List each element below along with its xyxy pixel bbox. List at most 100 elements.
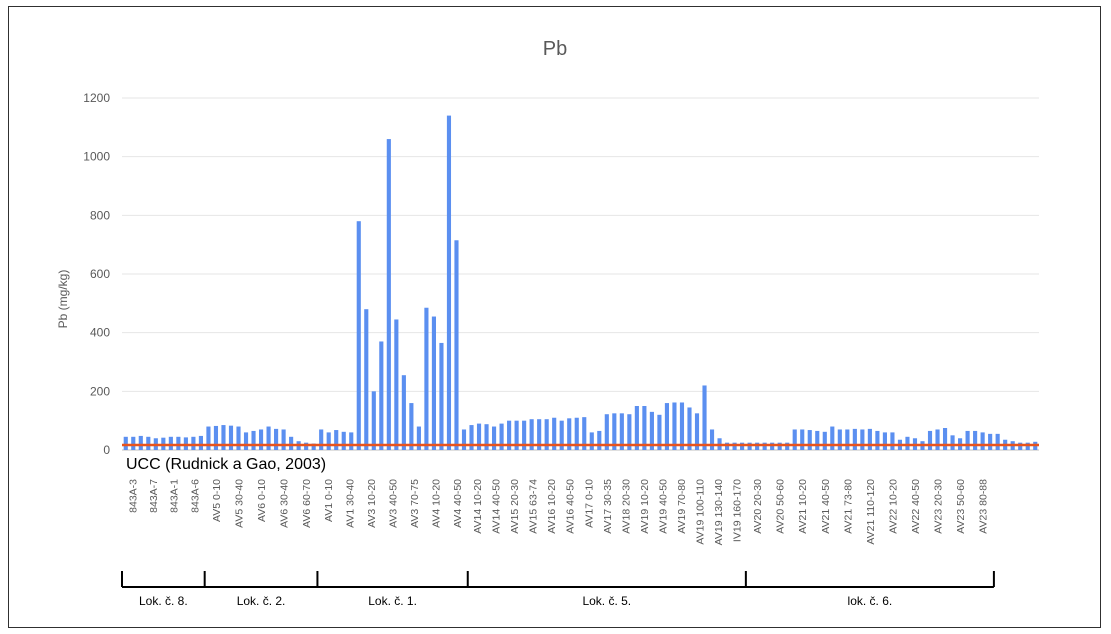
x-tick-label: AV1 0-10 [323, 479, 335, 522]
bar [627, 414, 632, 450]
bar [830, 426, 835, 450]
group-label: Lok. č. 2. [237, 594, 286, 608]
bar [988, 433, 993, 450]
bar [559, 420, 564, 450]
x-tick-label: AV4 40-50 [452, 479, 464, 528]
x-tick-label: AV19 40-50 [657, 479, 669, 534]
bar [191, 436, 196, 450]
bar [785, 442, 790, 450]
bar [446, 115, 452, 450]
bar [258, 429, 264, 450]
bar [544, 419, 549, 450]
chart-title: Pb [543, 38, 567, 60]
gridlines [122, 97, 1039, 451]
bar [582, 417, 587, 450]
bar [228, 425, 234, 450]
bar [206, 426, 211, 450]
x-tick-label: AV22 40-50 [910, 479, 922, 534]
bar [198, 435, 203, 450]
bar [529, 419, 534, 450]
bar [221, 425, 226, 450]
bar [822, 431, 827, 450]
bar [845, 429, 850, 450]
location-groups: Lok. č. 8. Lok. č. 2. Lok. č. 1. Lok. č. 5.… [121, 571, 995, 608]
bar [770, 442, 775, 450]
bar [183, 437, 188, 450]
y-tick-label: 400 [90, 326, 110, 340]
x-tick-label: AV6 30-40 [279, 479, 291, 528]
x-tick-label: AV19 130-140 [713, 479, 725, 546]
bar [860, 429, 865, 450]
x-tick-label: AV21 40-50 [820, 479, 832, 534]
y-tick-label: 1200 [83, 91, 110, 105]
y-axis-label: Pb (mg/kg) [56, 270, 70, 329]
x-tick-label: AV3 70-75 [409, 479, 421, 528]
bar [905, 436, 910, 450]
x-tick-label: AV20 50-60 [775, 479, 787, 534]
bar [927, 430, 933, 450]
bar [476, 423, 482, 450]
bar [243, 432, 249, 450]
bar [552, 417, 557, 450]
bar [469, 425, 474, 450]
bar [807, 430, 812, 450]
bar [747, 442, 752, 450]
bar [725, 442, 730, 450]
x-tick-label: 843A-1 [169, 479, 181, 513]
bar [371, 391, 376, 450]
bar [491, 426, 497, 450]
bar [507, 420, 512, 450]
x-tick-label: AV6 60-70 [301, 479, 313, 528]
bar [386, 139, 391, 451]
bar [597, 430, 602, 450]
x-tick-label: AV23 20-30 [933, 479, 945, 534]
bar [431, 316, 436, 450]
bar [732, 442, 737, 450]
x-tick-label: 843A-3 [127, 479, 139, 513]
x-tick-label: AV23 80-88 [978, 479, 990, 534]
bar [890, 432, 895, 450]
x-tick-label: AV21 110-120 [865, 479, 877, 545]
bar [687, 407, 692, 450]
x-tick-label: AV6 0-10 [256, 479, 268, 522]
bar [123, 436, 128, 450]
bar [439, 342, 444, 450]
bar [672, 402, 677, 450]
bar [649, 411, 654, 450]
x-tick-label: 843A-7 [148, 479, 160, 513]
x-tick-label: AV5 30-40 [234, 479, 246, 528]
bar [319, 429, 324, 450]
bar [326, 432, 331, 450]
x-axis-tick-labels: 843A-3 843A-7 843A-1 843A-6 AV5 0-10 AV5 30-4… [127, 479, 989, 546]
bar [679, 402, 685, 450]
x-tick-label: AV22 10-20 [887, 479, 899, 534]
bar [274, 428, 279, 450]
bar [950, 435, 955, 450]
x-tick-label: AV15 20-30 [509, 479, 521, 534]
bar [777, 442, 782, 450]
x-tick-label: IV19 160-170 [732, 479, 744, 542]
bar [762, 442, 767, 450]
x-tick-label: AV21 10-20 [797, 479, 809, 534]
bar [634, 406, 639, 450]
bar [1025, 442, 1030, 450]
bar [1018, 442, 1023, 450]
y-axis-ticks: 0 200 400 600 800 1000 1200 [83, 91, 110, 457]
x-tick-label: AV17 30-35 [602, 479, 614, 534]
x-tick-label: AV14 40-50 [491, 479, 503, 534]
x-tick-label: AV3 40-50 [388, 479, 400, 528]
bar [499, 423, 504, 450]
bar [461, 429, 467, 450]
bar [980, 432, 985, 450]
bar [589, 432, 594, 450]
bar [612, 413, 617, 450]
x-tick-label: AV3 10-20 [366, 479, 378, 528]
x-tick-label: AV23 50-60 [955, 479, 967, 534]
chart-frame: Pb Pb (mg/kg) 0 200 400 600 800 1000 1200 UCC … [8, 6, 1101, 628]
bar [401, 375, 406, 450]
bar [875, 430, 880, 450]
bar [619, 413, 624, 450]
bar [394, 319, 399, 450]
x-tick-label: AV19 100-110 [695, 479, 707, 545]
bar [942, 428, 948, 450]
